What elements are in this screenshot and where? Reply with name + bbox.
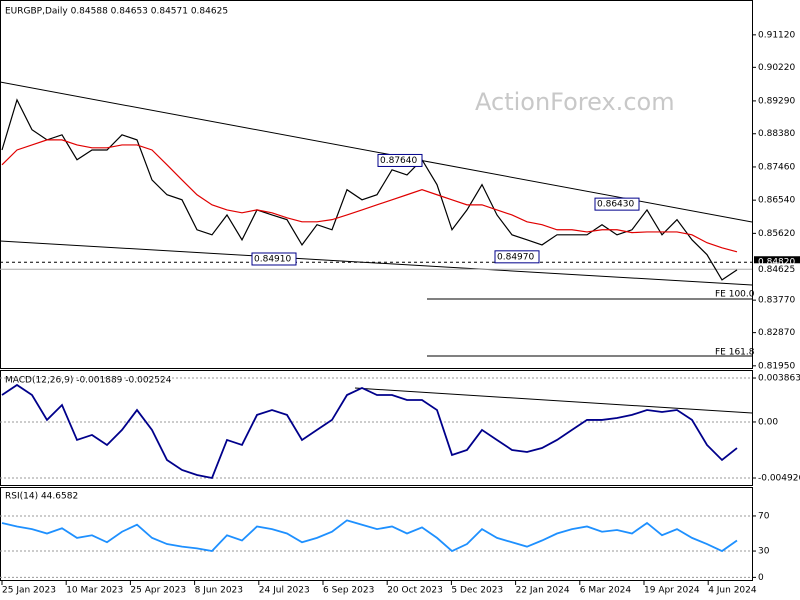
macd-trendline	[354, 387, 753, 414]
annotation-box	[251, 252, 297, 266]
level-box	[754, 263, 800, 276]
y-tick-label: 0.82870	[758, 328, 795, 338]
watermark: ActionForex.com	[475, 88, 675, 116]
macd-panel	[0, 370, 753, 486]
x-tick-label: 19 Apr 2024	[644, 586, 700, 596]
y-tick-label: 0.81950	[758, 361, 795, 371]
annotation-label: 0.84970	[497, 252, 534, 262]
y-tick-label: 0.00	[758, 417, 778, 427]
y-tick-label: 0	[758, 573, 764, 583]
annotation-box	[594, 197, 640, 211]
y-tick-label: 0.89290	[758, 96, 795, 106]
y-tick-label: 0.91120	[758, 30, 795, 40]
fe-label: FE 161.8	[715, 348, 755, 358]
x-tick-label: 10 Mar 2023	[66, 586, 123, 596]
x-tick-label: 6 Mar 2024	[580, 586, 632, 596]
x-tick-label: 5 Dec 2023	[451, 586, 503, 596]
y-tick-label: 70	[758, 511, 770, 521]
series-line	[1, 98, 738, 281]
x-tick-label: 20 Oct 2023	[387, 586, 443, 596]
y-tick-label: 0.87460	[758, 162, 795, 172]
x-tick-label: 25 Jan 2023	[2, 586, 56, 596]
x-tick-label: 25 Apr 2023	[130, 586, 186, 596]
rsi-panel	[0, 487, 753, 581]
series-line	[1, 383, 738, 479]
x-tick-label: 22 Jan 2024	[516, 586, 570, 596]
trendline	[0, 240, 753, 286]
annotation-label: 0.87640	[380, 156, 417, 166]
y-tick-label: 30	[758, 547, 770, 557]
x-tick-label: 4 Jun 2024	[708, 586, 757, 596]
y-tick-label: 0.88380	[758, 129, 795, 139]
fe-label: FE 100.0	[715, 290, 755, 300]
x-tick-label: 6 Sep 2023	[323, 586, 374, 596]
level-label: 0.84625	[758, 265, 795, 275]
x-tick-label: 8 Jun 2023	[195, 586, 243, 596]
panel-title: MACD(12,26,9) -0.001889 -0.002524	[5, 376, 172, 386]
annotation-box	[377, 153, 423, 167]
x-tick-label: 24 Jul 2023	[259, 586, 310, 596]
annotation-box	[494, 250, 540, 264]
y-tick-label: 0.85620	[758, 229, 795, 239]
y-tick-label: 0.83770	[758, 296, 795, 306]
annotation-label: 0.86430	[597, 200, 634, 210]
panel-title: RSI(14) 44.6582	[5, 492, 78, 502]
series-line	[1, 519, 738, 553]
annotation-label: 0.84910	[254, 254, 291, 264]
y-tick-label: 0.003863	[758, 374, 800, 384]
series-line	[1, 139, 738, 253]
price-panel	[0, 0, 753, 369]
chart-title: EURGBP,Daily 0.84588 0.84653 0.84571 0.8…	[5, 7, 228, 17]
y-tick-label: 0.86540	[758, 196, 795, 206]
y-tick-label: -0.004926	[758, 474, 800, 484]
level-label: 0.84820	[758, 258, 795, 268]
y-tick-label: 0.90220	[758, 63, 795, 73]
